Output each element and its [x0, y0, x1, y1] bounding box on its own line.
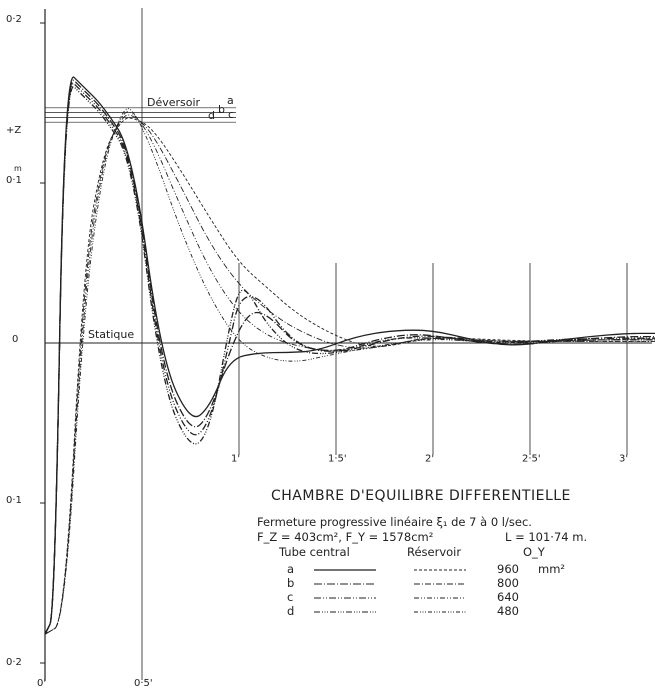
chart-params-left: F_Z = 403cm², F_Y = 1578cm²: [257, 530, 433, 544]
x-tick-label: 3': [619, 453, 628, 464]
chart-ticks: 0' 0·5' 1' 1·5' 2' 2·5' 3': [37, 453, 628, 688]
y-tick-label-top: 0·2: [6, 14, 22, 25]
x-tick-label: 0·5': [134, 678, 153, 688]
annotation-letter-a: a: [227, 94, 234, 107]
legend-oy-c: 640: [497, 590, 519, 604]
y-tick-label-bottom: 0·2: [6, 657, 22, 668]
x-tick-label: 0': [37, 678, 46, 688]
y-tick-label-zero: 0: [12, 334, 18, 345]
annotation-letter-b: b: [218, 103, 225, 116]
legend-row-c: c 640: [287, 590, 519, 604]
series-line-reservoir-a: [44, 117, 655, 635]
x-tick-label: 1': [231, 453, 240, 464]
series-line-tube-a: [44, 76, 655, 635]
series-line-tube-b: [44, 79, 655, 635]
annotation-letter-d: d: [208, 109, 215, 122]
y-tick-label-lower: 0·1: [6, 495, 22, 506]
legend-oy-b: 800: [497, 576, 519, 590]
legend-header-oy: O_Y: [523, 545, 546, 559]
legend-key-d: d: [287, 604, 294, 618]
legend-key-a: a: [287, 562, 294, 576]
legend-row-d: d 480: [287, 604, 519, 618]
legend-unit: mm²: [538, 562, 565, 576]
series-line-tube-d: [44, 86, 655, 635]
chart-series: [44, 76, 655, 635]
x-tick-label: 2·5': [522, 453, 541, 464]
legend-row-a: a 960 mm²: [287, 562, 565, 576]
annotation-deversoir: Déversoir: [147, 96, 201, 109]
annotation-letter-c: c: [228, 108, 234, 121]
legend-header-tube: Tube central: [278, 545, 350, 559]
series-line-reservoir-d: [44, 108, 655, 635]
y-unit-label: m: [14, 164, 22, 173]
chart-subtitle: Fermeture progressive linéaire ξ₁ de 7 à…: [257, 515, 532, 529]
x-tick-label: 2': [425, 453, 434, 464]
chart-title: CHAMBRE D'EQUILIBRE DIFFERENTIELLE: [271, 488, 571, 504]
y-axis-name: +Z: [6, 125, 21, 136]
legend-oy-d: 480: [497, 604, 519, 618]
chart-params-right: L = 101·74 m.: [505, 530, 587, 544]
y-tick-label-upper: 0·1: [6, 175, 22, 186]
legend-header-reservoir: Réservoir: [407, 545, 461, 559]
legend-key-b: b: [287, 576, 294, 590]
series-line-reservoir-c: [44, 111, 655, 635]
series-line-reservoir-b: [44, 114, 655, 635]
legend-oy-a: 960: [497, 562, 519, 576]
annotation-statique: Statique: [88, 328, 134, 341]
x-tick-label: 1·5': [328, 453, 347, 464]
series-line-tube-c: [44, 82, 655, 635]
legend-key-c: c: [287, 590, 293, 604]
chart-grid: [40, 8, 652, 681]
legend-row-b: b 800: [287, 576, 519, 590]
